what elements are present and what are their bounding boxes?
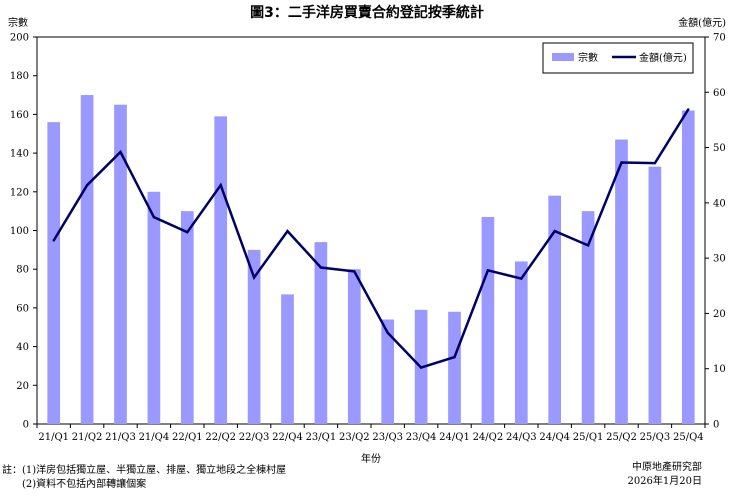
bar-count-23/Q3 [381, 319, 395, 424]
bar-count-22/Q3 [247, 249, 261, 424]
bars-layer [47, 95, 695, 425]
right-axis: 0 10 20 30 40 50 60 70 [705, 33, 726, 431]
x-tick-label: 22/Q2 [205, 432, 236, 443]
point-amount-22/Q1 [186, 230, 189, 234]
x-axis: 21/Q1 21/Q2 21/Q3 21/Q4 22/Q1 22/Q2 22/Q3 22/Q4… [36, 424, 706, 443]
x-tick-label: 25/Q2 [606, 432, 637, 443]
left-axis: 0 20 40 60 80 100 120 140 160 180 200 [10, 33, 37, 431]
x-tick-label: 25/Q3 [640, 432, 671, 443]
point-amount-23/Q1 [319, 266, 323, 269]
left-tick-label: 120 [10, 187, 29, 198]
x-tick-label: 21/Q4 [139, 432, 170, 443]
bar-count-21/Q2 [80, 95, 94, 425]
x-tick-label: 21/Q3 [105, 432, 136, 443]
point-amount-21/Q2 [85, 183, 89, 187]
note-line-1: 註：(1)洋房包括獨立屋、半獨立屋、排屋、獨立地段之全棟村屋 [2, 465, 287, 476]
x-tick-label: 22/Q3 [239, 432, 270, 443]
bar-count-24/Q1 [448, 311, 461, 424]
point-amount-24/Q1 [453, 355, 456, 359]
point-amount-24/Q4 [553, 229, 556, 233]
bar-count-24/Q3 [514, 261, 528, 424]
left-tick-label: 40 [16, 342, 29, 353]
chart-title: 圖3：二手洋房買賣合約登記按季統計 [250, 4, 484, 21]
point-amount-23/Q2 [353, 270, 356, 273]
bar-count-22/Q2 [214, 116, 228, 425]
source-date: 2026年1月20日 [627, 476, 702, 487]
right-tick-label: 30 [713, 254, 726, 265]
legend-bar-swatch [552, 53, 574, 61]
right-tick-label: 50 [713, 143, 726, 154]
right-tick-label: 0 [713, 420, 719, 431]
left-tick-label: 140 [10, 149, 29, 160]
bar-count-25/Q4 [681, 110, 695, 424]
source-org: 中原地產研究部 [632, 462, 702, 473]
x-tick-label: 24/Q3 [506, 432, 537, 443]
point-amount-25/Q2 [620, 161, 623, 164]
point-amount-22/Q3 [252, 276, 256, 279]
right-tick-label: 60 [713, 88, 726, 99]
x-tick-label: 25/Q1 [573, 432, 604, 443]
point-amount-25/Q1 [586, 244, 590, 247]
x-tick-label: 25/Q4 [673, 432, 704, 443]
left-tick-label: 60 [16, 303, 29, 314]
x-tick-label: 22/Q1 [172, 432, 203, 443]
legend-entry-amount: 金額(億元) [639, 51, 687, 64]
legend: 宗數 金額(億元) [542, 42, 694, 74]
x-tick-label: 21/Q1 [38, 432, 69, 443]
point-amount-24/Q3 [520, 277, 523, 280]
left-tick-label: 100 [10, 226, 29, 237]
x-axis-label: 年份 [361, 452, 381, 465]
left-tick-label: 200 [10, 33, 29, 44]
right-axis-unit: 金額(億元) [678, 16, 726, 29]
bar-count-21/Q4 [147, 191, 161, 424]
right-tick-label: 40 [713, 198, 726, 209]
bar-count-25/Q2 [615, 139, 628, 424]
bar-count-21/Q1 [47, 122, 61, 424]
x-tick-label: 24/Q4 [539, 432, 570, 443]
bar-count-23/Q1 [314, 242, 328, 424]
point-amount-22/Q2 [219, 183, 222, 187]
line-layer [52, 108, 690, 370]
left-tick-label: 80 [16, 265, 29, 276]
line-amount [52, 108, 690, 370]
left-tick-label: 20 [16, 381, 29, 392]
x-tick-label: 21/Q2 [72, 432, 103, 443]
bar-count-22/Q1 [180, 211, 194, 424]
point-amount-21/Q4 [152, 216, 156, 219]
x-tick-label: 23/Q3 [372, 432, 403, 443]
point-amount-21/Q3 [119, 150, 122, 154]
point-amount-23/Q4 [419, 366, 423, 369]
x-tick-label: 23/Q2 [339, 432, 370, 443]
point-amount-25/Q4 [687, 108, 690, 111]
left-tick-label: 0 [23, 420, 29, 431]
bar-count-21/Q3 [114, 104, 127, 424]
bar-count-22/Q4 [281, 294, 294, 424]
left-tick-label: 180 [10, 71, 29, 82]
note-line-2: (2)資料不包括內部轉讓個案 [2, 479, 147, 490]
bar-count-25/Q1 [581, 211, 595, 424]
x-tick-label: 24/Q1 [439, 432, 470, 443]
point-amount-23/Q3 [386, 331, 389, 334]
bar-count-25/Q3 [648, 166, 662, 424]
left-axis-unit: 宗數 [8, 16, 28, 29]
point-amount-24/Q2 [486, 269, 490, 272]
point-amount-25/Q3 [653, 161, 657, 165]
x-tick-label: 24/Q2 [473, 432, 504, 443]
right-tick-label: 70 [713, 33, 726, 44]
right-tick-label: 10 [713, 364, 726, 375]
bar-count-23/Q2 [347, 269, 361, 424]
plot-area-frame [36, 36, 706, 425]
point-amount-21/Q1 [52, 239, 55, 242]
x-tick-label: 23/Q1 [306, 432, 337, 443]
x-tick-label: 23/Q4 [406, 432, 437, 443]
point-amount-22/Q4 [286, 229, 289, 233]
bar-count-24/Q2 [481, 216, 495, 424]
right-tick-label: 20 [713, 309, 726, 320]
left-tick-label: 160 [10, 110, 29, 121]
x-tick-label: 22/Q4 [272, 432, 303, 443]
bar-count-24/Q4 [548, 195, 562, 424]
legend-entry-count: 宗數 [578, 51, 598, 64]
